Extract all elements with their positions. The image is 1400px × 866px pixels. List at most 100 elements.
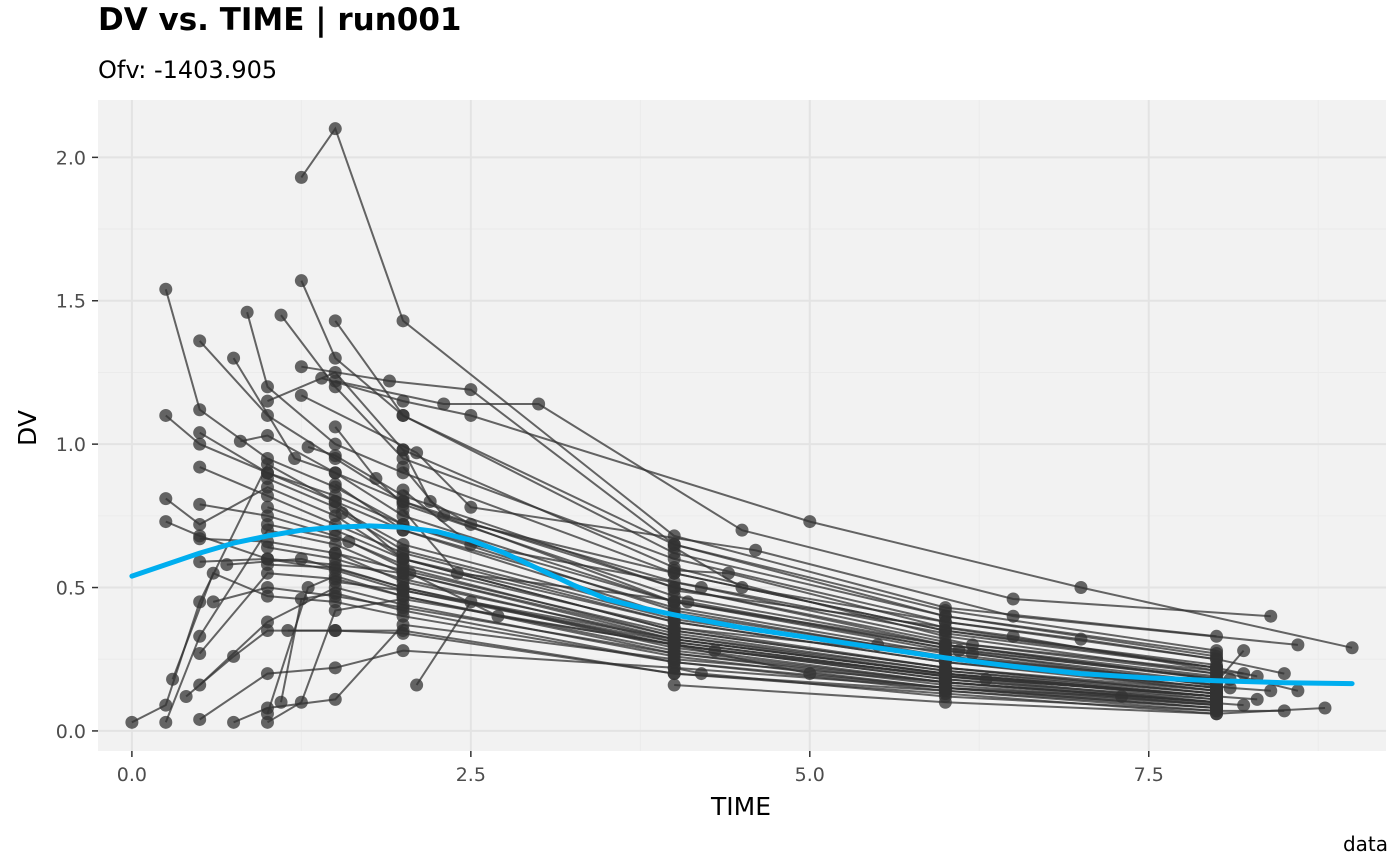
data-point — [667, 661, 681, 675]
series-points — [125, 122, 1359, 729]
data-point — [938, 621, 952, 635]
data-point — [667, 563, 681, 577]
data-point — [952, 644, 966, 658]
data-point — [396, 408, 410, 422]
data-point — [410, 678, 424, 692]
data-point — [396, 603, 410, 617]
data-point — [328, 624, 342, 638]
data-point — [1074, 581, 1088, 595]
data-point — [1006, 629, 1020, 643]
data-point — [681, 595, 695, 609]
data-point — [1210, 629, 1224, 643]
data-point — [193, 517, 207, 531]
data-point — [965, 646, 979, 660]
data-point — [294, 170, 308, 184]
data-point — [227, 649, 241, 663]
y-axis: 0.0 0.5 1.0 1.5 2.0 — [56, 147, 98, 743]
data-point — [735, 523, 749, 537]
data-point — [260, 517, 274, 531]
data-point — [532, 397, 546, 411]
data-point — [294, 695, 308, 709]
data-point — [396, 644, 410, 658]
data-point — [260, 380, 274, 394]
data-point — [159, 698, 173, 712]
data-point — [721, 566, 735, 580]
data-point — [464, 408, 478, 422]
data-point — [1237, 644, 1251, 658]
data-point — [328, 449, 342, 463]
data-point — [294, 274, 308, 288]
data-point — [288, 451, 302, 465]
data-point — [667, 621, 681, 635]
data-point — [1210, 664, 1224, 678]
data-point — [342, 535, 356, 549]
data-point — [301, 581, 315, 595]
data-point — [423, 494, 437, 508]
data-point — [1277, 667, 1291, 681]
x-tick-label: 5.0 — [795, 764, 825, 786]
data-point — [328, 586, 342, 600]
data-point — [260, 489, 274, 503]
data-point — [464, 500, 478, 514]
data-point — [396, 483, 410, 497]
data-point — [979, 672, 993, 686]
data-point — [260, 624, 274, 638]
x-axis-label: TIME — [710, 792, 771, 821]
data-point — [1237, 698, 1251, 712]
data-point — [396, 543, 410, 557]
data-point — [803, 667, 817, 681]
data-point — [260, 558, 274, 572]
series-line — [287, 629, 1217, 709]
x-axis: 0.0 2.5 5.0 7.5 — [117, 751, 1164, 786]
data-point — [1006, 592, 1020, 606]
data-point — [1115, 690, 1129, 704]
data-point — [315, 371, 329, 385]
data-point — [1277, 704, 1291, 718]
data-point — [206, 566, 220, 580]
data-point — [396, 394, 410, 408]
data-point — [328, 122, 342, 136]
data-point — [260, 429, 274, 443]
data-point — [260, 394, 274, 408]
data-point — [1210, 704, 1224, 718]
data-point — [159, 492, 173, 506]
data-point — [396, 314, 410, 328]
data-point — [328, 692, 342, 706]
data-point — [274, 308, 288, 322]
data-point — [260, 540, 274, 554]
y-tick-label: 0.0 — [56, 721, 86, 743]
data-point — [193, 497, 207, 511]
data-point — [328, 569, 342, 583]
data-point — [193, 646, 207, 660]
data-point — [1264, 684, 1278, 698]
data-point — [694, 581, 708, 595]
data-point — [328, 420, 342, 434]
series-line — [334, 426, 1217, 678]
data-point — [1264, 609, 1278, 623]
data-point — [125, 715, 139, 729]
data-point — [410, 446, 424, 460]
data-point — [260, 500, 274, 514]
data-point — [1250, 692, 1264, 706]
data-point — [260, 581, 274, 595]
series-line — [300, 280, 1217, 652]
series-line — [335, 380, 1271, 618]
data-point — [328, 437, 342, 451]
chart-caption: data — [1342, 832, 1388, 856]
data-point — [274, 695, 288, 709]
series-line — [300, 126, 1217, 638]
data-point — [328, 477, 342, 491]
data-point — [193, 629, 207, 643]
data-point — [382, 374, 396, 388]
data-point — [491, 609, 505, 623]
y-tick-label: 0.5 — [56, 578, 86, 600]
data-point — [328, 351, 342, 365]
y-tick-label: 1.0 — [56, 434, 86, 456]
data-point — [803, 515, 817, 529]
data-point — [193, 555, 207, 569]
data-point — [396, 589, 410, 603]
data-point — [667, 583, 681, 597]
data-point — [294, 552, 308, 566]
